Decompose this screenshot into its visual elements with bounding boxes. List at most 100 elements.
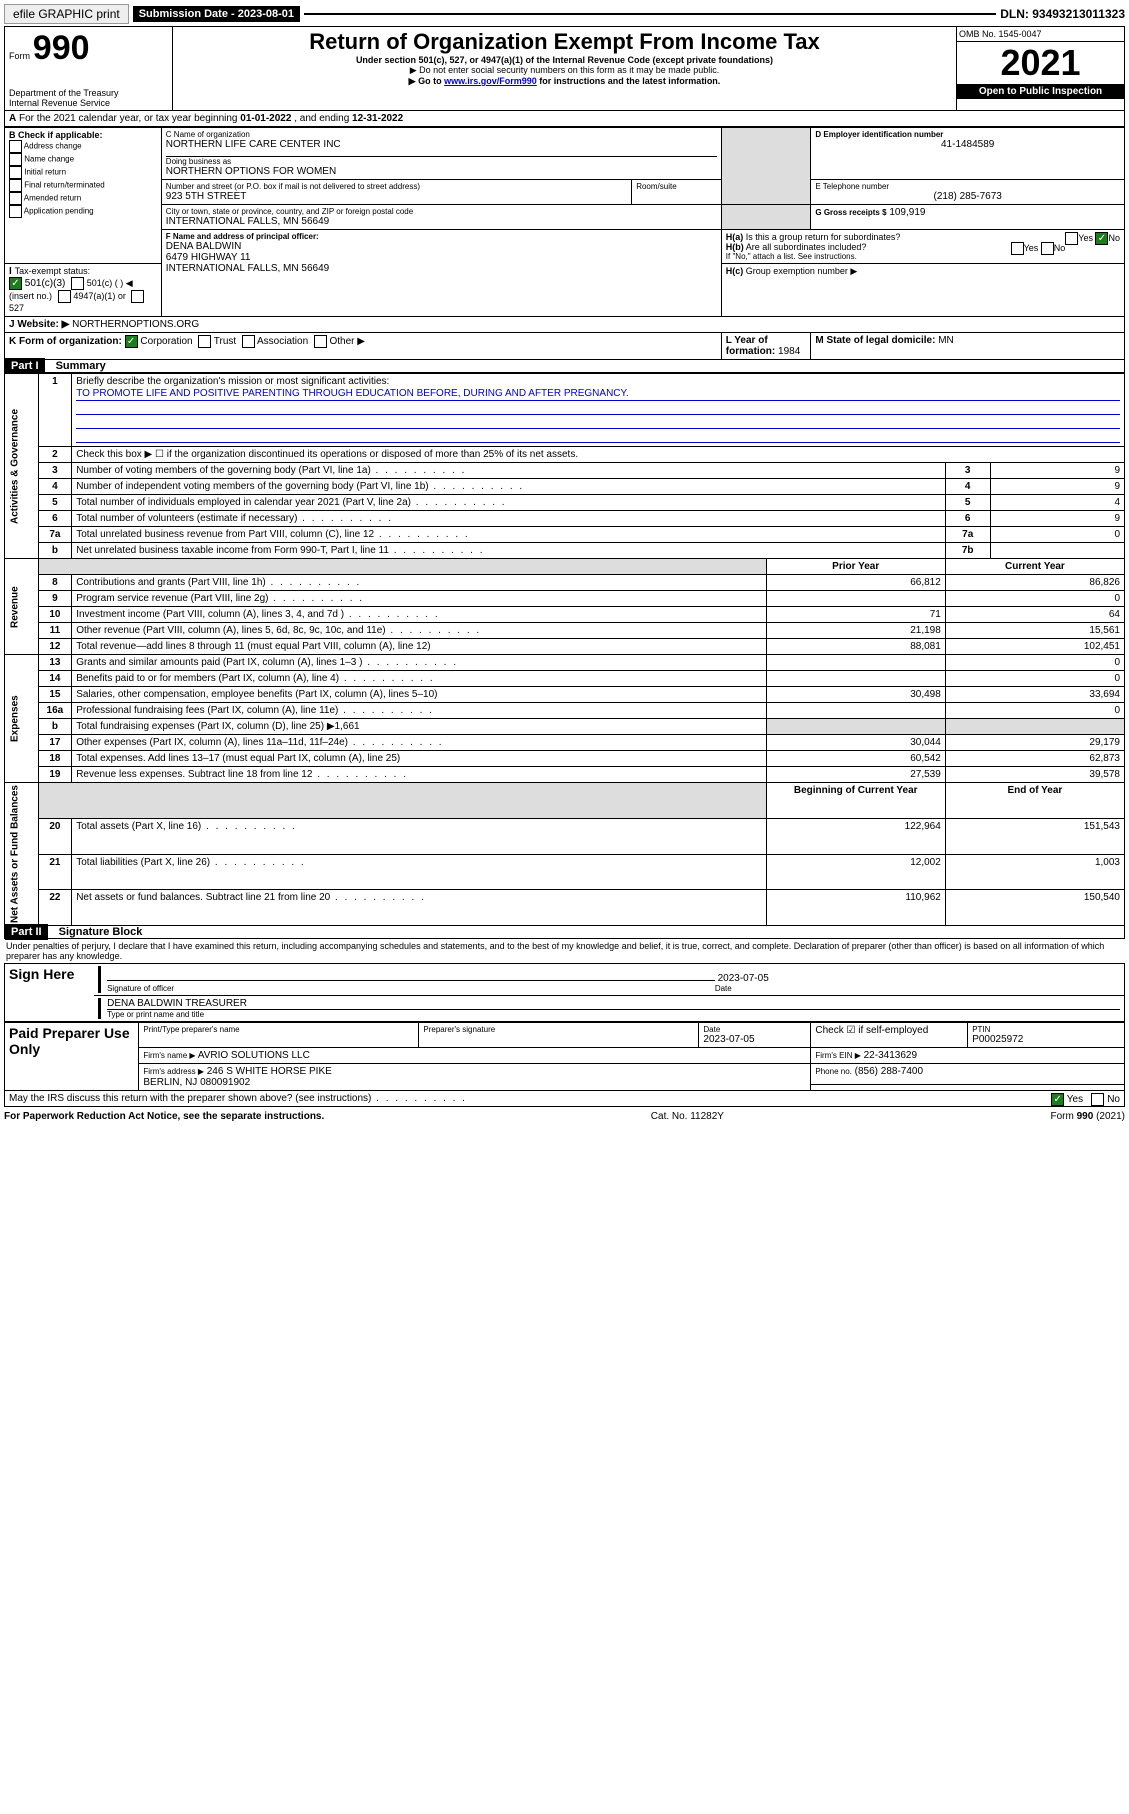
prep-name-label: Print/Type preparer's name <box>143 1025 414 1034</box>
v12p: 88,081 <box>766 639 945 655</box>
preparer-table: Paid Preparer Use Only Print/Type prepar… <box>4 1022 1125 1091</box>
i-527[interactable]: 527 <box>9 303 24 313</box>
prep-phone-label: Phone no. <box>815 1067 851 1076</box>
prior-year-hdr: Prior Year <box>832 561 879 572</box>
chk-name-change[interactable]: Name change <box>24 155 74 164</box>
v7b <box>990 543 1124 559</box>
v18c: 62,873 <box>945 751 1124 767</box>
chk-address-change[interactable]: Address change <box>24 142 82 151</box>
chk-final-return[interactable]: Final return/terminated <box>24 181 104 190</box>
sidebar-activities-governance: Activities & Governance <box>5 374 39 559</box>
f-label: F Name and address of principal officer: <box>166 232 319 241</box>
ptin-label: PTIN <box>972 1025 1120 1034</box>
irs-link[interactable]: www.irs.gov/Form990 <box>444 76 537 86</box>
l19: Revenue less expenses. Subtract line 18 … <box>72 767 766 783</box>
l20: Total assets (Part X, line 16) <box>72 818 766 854</box>
form-header-table: Form 990 Department of the Treasury Inte… <box>4 26 1125 111</box>
room-label: Room/suite <box>636 182 717 191</box>
m-value: MN <box>938 335 954 346</box>
v9p <box>766 591 945 607</box>
i-501c3[interactable]: 501(c)(3) <box>25 278 66 289</box>
line-a: A For the 2021 calendar year, or tax yea… <box>4 111 1125 127</box>
m-label: M State of legal domicile: <box>815 335 935 346</box>
officer-addr2: INTERNATIONAL FALLS, MN 56649 <box>166 263 717 274</box>
l3: Number of voting members of the governin… <box>72 463 946 479</box>
sidebar-net-assets: Net Assets or Fund Balances <box>5 783 39 926</box>
k-assoc[interactable]: Association <box>257 336 308 347</box>
v10c: 64 <box>945 607 1124 623</box>
c-name-label: C Name of organization <box>166 130 717 139</box>
subtitle-3: ▶ Go to www.irs.gov/Form990 for instruct… <box>177 76 952 87</box>
part2-hdr: Part II <box>5 924 48 940</box>
k-trust[interactable]: Trust <box>214 336 236 347</box>
i-4947[interactable]: 4947(a)(1) or <box>73 291 126 301</box>
chk-amended[interactable]: Amended return <box>24 194 81 203</box>
firm-addr-label: Firm's address ▶ <box>143 1067 204 1076</box>
part2-title: Signature Block <box>51 926 143 938</box>
l12: Total revenue—add lines 8 through 11 (mu… <box>72 639 766 655</box>
k-label: K Form of organization: <box>9 336 122 347</box>
v4: 9 <box>990 479 1124 495</box>
v21p: 12,002 <box>766 854 945 890</box>
v16ap <box>766 703 945 719</box>
l22: Net assets or fund balances. Subtract li… <box>72 890 766 926</box>
j-label: Website: ▶ <box>17 319 69 330</box>
officer-name: DENA BALDWIN <box>166 241 717 252</box>
entity-block: B Check if applicable: Address change Na… <box>4 127 1125 360</box>
sig-name-title: DENA BALDWIN TREASURER <box>107 998 1120 1009</box>
k-corp[interactable]: Corporation <box>140 336 192 347</box>
v14p <box>766 671 945 687</box>
hc-label: Group exemption number ▶ <box>746 266 857 276</box>
l7a: Total unrelated business revenue from Pa… <box>72 527 946 543</box>
footer-right: Form 990 (2021) <box>1051 1111 1125 1122</box>
k-other[interactable]: Other ▶ <box>329 336 364 347</box>
v19c: 39,578 <box>945 767 1124 783</box>
summary-table: Activities & Governance 1 Briefly descri… <box>4 373 1125 926</box>
boy-hdr: Beginning of Current Year <box>794 785 918 796</box>
v9c: 0 <box>945 591 1124 607</box>
dba-value: NORTHERN OPTIONS FOR WOMEN <box>166 166 717 177</box>
check-self-employed[interactable]: Check ☑ if self-employed <box>811 1023 968 1048</box>
v13c: 0 <box>945 655 1124 671</box>
v14c: 0 <box>945 671 1124 687</box>
subtitle-2: ▶ Do not enter social security numbers o… <box>177 65 952 76</box>
firm-ein-label: Firm's EIN ▶ <box>815 1051 860 1060</box>
mission-text: TO PROMOTE LIFE AND POSITIVE PARENTING T… <box>76 388 1120 401</box>
part1-hdr: Part I <box>5 358 45 374</box>
chk-initial-return[interactable]: Initial return <box>24 168 66 177</box>
l16a: Professional fundraising fees (Part IX, … <box>72 703 766 719</box>
chk-application-pending[interactable]: Application pending <box>24 207 94 216</box>
prep-date-label: Date <box>703 1025 806 1034</box>
l6: Total number of volunteers (estimate if … <box>72 511 946 527</box>
footer-mid: Cat. No. 11282Y <box>651 1111 724 1122</box>
gross-receipts: 109,919 <box>889 207 925 218</box>
hb-label: Are all subordinates included? <box>746 242 867 252</box>
v15c: 33,694 <box>945 687 1124 703</box>
part1-title: Summary <box>48 360 106 372</box>
l-value: 1984 <box>778 346 800 357</box>
e-label: E Telephone number <box>815 182 1120 191</box>
prep-date: 2023-07-05 <box>703 1034 806 1045</box>
sign-here-label: Sign Here <box>5 964 95 1022</box>
tax-year: 2021 <box>957 42 1124 84</box>
firm-addr1: 246 S WHITE HORSE PIKE <box>207 1066 332 1077</box>
l1-label: Briefly describe the organization's miss… <box>76 376 389 387</box>
signature-table: Sign Here 2023-07-05 Signature of office… <box>4 963 1125 1022</box>
ha-label: Is this a group return for subordinates? <box>746 232 901 242</box>
sig-officer-label: Signature of officer <box>107 984 715 993</box>
sidebar-revenue: Revenue <box>5 559 39 655</box>
v7a: 0 <box>990 527 1124 543</box>
eoy-hdr: End of Year <box>1007 785 1062 796</box>
v13p <box>766 655 945 671</box>
open-inspection: Open to Public Inspection <box>957 84 1124 99</box>
officer-addr1: 6479 HIGHWAY 11 <box>166 252 717 263</box>
l4: Number of independent voting members of … <box>72 479 946 495</box>
l7b: Net unrelated business taxable income fr… <box>72 543 946 559</box>
l18: Total expenses. Add lines 13–17 (must eq… <box>72 751 766 767</box>
efile-print-button[interactable]: efile GRAPHIC print <box>4 4 129 24</box>
l15: Salaries, other compensation, employee b… <box>72 687 766 703</box>
firm-addr2: BERLIN, NJ 080091902 <box>143 1077 250 1088</box>
d-label: D Employer identification number <box>815 130 943 139</box>
website-value: NORTHERNOPTIONS.ORG <box>72 319 199 330</box>
type-name-label: Type or print name and title <box>107 1009 1120 1019</box>
